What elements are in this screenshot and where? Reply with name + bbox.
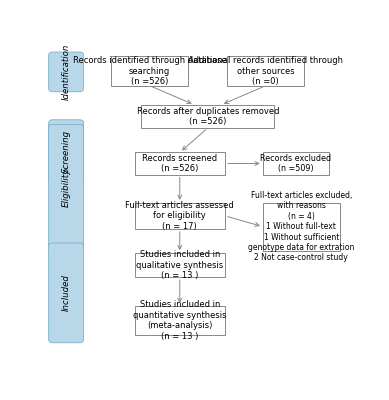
- FancyBboxPatch shape: [49, 243, 84, 343]
- Text: Studies included in
qualitative synthesis
(n = 13 ): Studies included in qualitative synthesi…: [136, 250, 223, 280]
- FancyBboxPatch shape: [135, 253, 225, 277]
- FancyBboxPatch shape: [49, 120, 84, 182]
- FancyBboxPatch shape: [49, 124, 84, 250]
- FancyBboxPatch shape: [49, 52, 84, 92]
- FancyBboxPatch shape: [263, 152, 329, 174]
- Text: Records screened
(n =526): Records screened (n =526): [142, 154, 217, 173]
- FancyBboxPatch shape: [135, 152, 225, 174]
- Text: Included: Included: [61, 274, 71, 311]
- Text: Eligibility: Eligibility: [61, 168, 71, 207]
- Text: Full-text articles assessed
for eligibility
(n = 17): Full-text articles assessed for eligibil…: [125, 201, 234, 231]
- Text: Records excluded
(n =509): Records excluded (n =509): [260, 154, 331, 173]
- Text: Records after duplicates removed
(n =526): Records after duplicates removed (n =526…: [137, 107, 279, 126]
- FancyBboxPatch shape: [263, 203, 340, 250]
- Text: Additional records identified through
other sources
(n =0): Additional records identified through ot…: [188, 56, 343, 86]
- Text: Studies included in
quantitative synthesis
(meta-analysis)
(n = 13 ): Studies included in quantitative synthes…: [133, 300, 226, 341]
- Text: Full-text articles excluded,
with reasons
(n = 4)
1 Without full-text
1 Without : Full-text articles excluded, with reason…: [248, 191, 354, 262]
- FancyBboxPatch shape: [227, 56, 304, 86]
- FancyBboxPatch shape: [135, 306, 225, 335]
- Text: Screening: Screening: [61, 130, 71, 173]
- FancyBboxPatch shape: [111, 56, 188, 86]
- FancyBboxPatch shape: [135, 203, 225, 229]
- Text: Identification: Identification: [61, 44, 71, 100]
- FancyBboxPatch shape: [142, 105, 274, 128]
- Text: Records identified through database
searching
(n =526): Records identified through database sear…: [73, 56, 226, 86]
